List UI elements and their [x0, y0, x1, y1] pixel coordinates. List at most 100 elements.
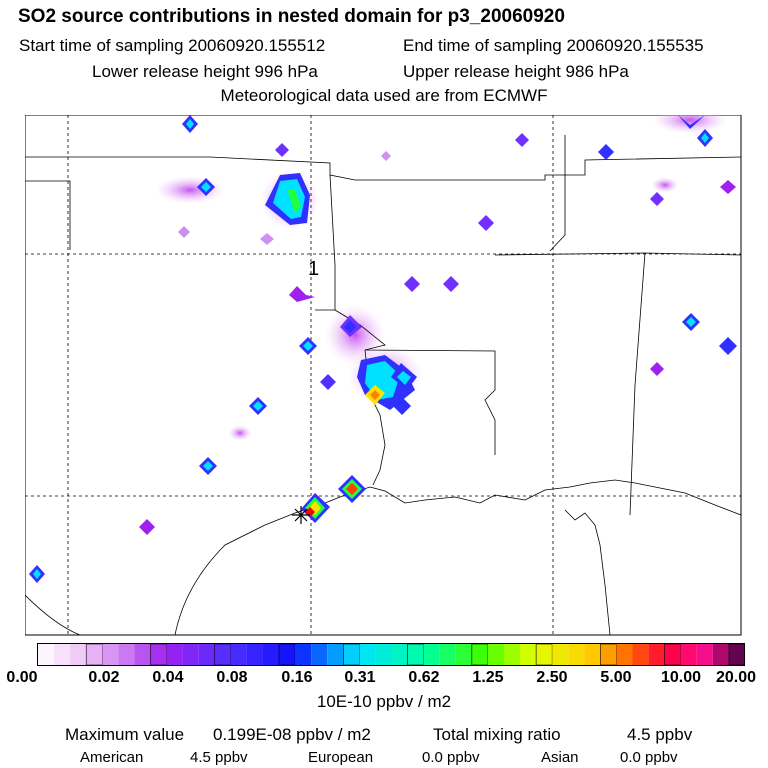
- hotspot: [678, 115, 705, 129]
- hotspot: [320, 374, 336, 390]
- color-scale-cell: [54, 644, 71, 665]
- colorbar-tick: 0.04: [152, 669, 184, 686]
- color-scale-cell: [503, 644, 521, 665]
- concentration-map: 1: [25, 115, 742, 636]
- hotspot: [197, 178, 215, 196]
- color-scale-cell: [198, 644, 215, 665]
- color-scale-cell: [407, 643, 424, 666]
- color-scale-cell: [342, 643, 360, 666]
- color-scale-cell: [568, 644, 585, 665]
- colorbar-tick: 1.25: [472, 669, 504, 686]
- color-scale-cell: [423, 644, 440, 665]
- color-scale-cell: [487, 644, 504, 665]
- hotspot: [182, 115, 198, 133]
- colorbar-tick: 0.00: [6, 669, 38, 686]
- hotspot: [381, 151, 391, 161]
- hotspot: [682, 313, 700, 331]
- figure-title: SO2 source contributions in nested domai…: [18, 6, 565, 27]
- color-scale-cell: [214, 643, 232, 666]
- color-scale-cell: [520, 644, 537, 665]
- hotspot: [178, 226, 190, 238]
- state-border: [25, 156, 742, 181]
- hotspot-cluster: [340, 315, 362, 337]
- hotspot: [650, 192, 664, 206]
- color-scale-cell: [535, 643, 553, 666]
- color-scale-cell: [616, 644, 633, 665]
- receptor-marker-icon: [292, 506, 310, 524]
- hotspot: [650, 362, 664, 376]
- color-scale-cell: [552, 644, 569, 665]
- colorbar-tick: 0.08: [216, 669, 248, 686]
- max-value-label: Maximum value: [65, 725, 185, 744]
- state-border: [629, 252, 646, 516]
- color-scale-cell: [712, 644, 729, 665]
- hotspot: [443, 276, 459, 292]
- color-scale-cell: [262, 644, 280, 665]
- color-scale-cells: [38, 643, 745, 666]
- hotspot: [515, 133, 529, 147]
- color-scale-cell: [600, 643, 617, 666]
- color-scale-cell: [295, 644, 312, 665]
- max-value: 0.199E-08 ppbv / m2: [213, 725, 371, 744]
- color-scale-cell: [70, 644, 87, 665]
- colorbar-tick: 0.31: [344, 669, 376, 686]
- halo: [651, 177, 679, 193]
- grid-lines: [25, 115, 741, 635]
- source-asian-label: Asian: [541, 749, 579, 766]
- color-scale-cell: [696, 644, 713, 665]
- total-mixing-label: Total mixing ratio: [433, 725, 561, 744]
- hotspots: [29, 115, 737, 583]
- color-scale-cell: [327, 644, 344, 665]
- source-american-label: American: [80, 749, 144, 766]
- colorbar-tick: 5.00: [600, 669, 632, 686]
- end-time: End time of sampling 20060920.155535: [403, 36, 704, 55]
- total-mixing-value: 4.5 ppbv: [627, 725, 693, 744]
- state-border: [25, 180, 71, 250]
- color-scale-cell: [391, 644, 408, 665]
- hotspot: [720, 180, 736, 194]
- color-scale-bar: [37, 643, 745, 666]
- coastline: [25, 594, 81, 636]
- colorbar-tick: 10.00: [660, 669, 702, 686]
- start-time: Start time of sampling 20060920.155512: [19, 36, 326, 55]
- color-scale-cell: [359, 644, 376, 665]
- color-scale-cell: [38, 644, 55, 665]
- color-scale-cell: [648, 644, 665, 665]
- halo: [652, 115, 728, 134]
- color-scale-cell: [728, 643, 745, 666]
- grid-label: 1: [308, 258, 319, 280]
- color-scale-cell: [680, 644, 697, 665]
- halo: [228, 425, 252, 441]
- color-scale-cell: [664, 643, 682, 666]
- color-scale-cell: [455, 644, 472, 665]
- color-scale-cell: [118, 644, 135, 665]
- color-scale-cell: [150, 643, 167, 666]
- colorbar-tick: 0.02: [88, 669, 120, 686]
- hotspot: [719, 337, 737, 355]
- color-scale-cell: [134, 644, 151, 665]
- hotspot: [299, 337, 317, 355]
- hotspot: [697, 129, 713, 147]
- met-data-note: Meteorological data used are from ECMWF: [220, 86, 548, 105]
- halo: [155, 176, 225, 204]
- colorbar-tick: 0.16: [281, 669, 313, 686]
- color-scale-cell: [230, 644, 247, 665]
- hotspot: [139, 519, 155, 535]
- hotspot: [29, 565, 45, 583]
- hotspot-cluster: [338, 475, 366, 503]
- hotspot: [404, 276, 420, 292]
- hotspot-cluster: [265, 173, 310, 225]
- source-european-value: 0.0 ppbv: [422, 749, 480, 766]
- state-border: [549, 135, 566, 252]
- colorbar-tick: 20.00: [715, 669, 757, 686]
- color-scale-cell: [182, 644, 199, 665]
- source-asian-value: 0.0 ppbv: [620, 749, 678, 766]
- colorbar-units: 10E-10 ppbv / m2: [316, 692, 452, 711]
- color-scale-cell: [439, 644, 456, 665]
- color-scale-cell: [166, 644, 183, 665]
- color-scale-cell: [471, 643, 489, 666]
- lower-release-height: Lower release height 996 hPa: [92, 62, 318, 81]
- color-scale-cell: [311, 644, 328, 665]
- hotspot: [289, 286, 315, 302]
- colorbar-tick: 0.62: [408, 669, 440, 686]
